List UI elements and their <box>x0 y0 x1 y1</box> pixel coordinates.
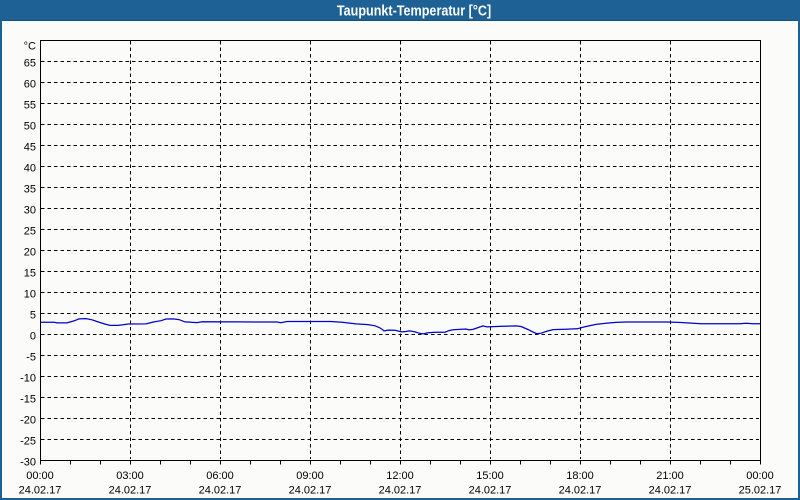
svg-text:Taupunkt-Temperatur [°C]: Taupunkt-Temperatur [°C] <box>337 1 491 18</box>
svg-text:-5: -5 <box>26 352 36 364</box>
svg-text:25: 25 <box>24 226 36 238</box>
svg-text:0: 0 <box>30 331 36 343</box>
svg-text:21:00: 21:00 <box>656 470 684 482</box>
svg-text:-15: -15 <box>20 394 36 406</box>
svg-text:15:00: 15:00 <box>476 470 504 482</box>
svg-text:06:00: 06:00 <box>206 470 234 482</box>
svg-text:55: 55 <box>24 100 36 112</box>
svg-text:24.02.17: 24.02.17 <box>469 484 512 496</box>
svg-text:-30: -30 <box>20 457 36 469</box>
svg-text:24.02.17: 24.02.17 <box>289 484 332 496</box>
svg-text:°C: °C <box>24 40 36 52</box>
svg-text:00:00: 00:00 <box>746 470 774 482</box>
svg-text:40: 40 <box>24 163 36 175</box>
svg-text:45: 45 <box>24 142 36 154</box>
svg-text:30: 30 <box>24 205 36 217</box>
svg-text:25.02.17: 25.02.17 <box>739 484 782 496</box>
svg-text:24.02.17: 24.02.17 <box>19 484 62 496</box>
svg-text:-20: -20 <box>20 415 36 427</box>
svg-text:03:00: 03:00 <box>116 470 144 482</box>
svg-text:18:00: 18:00 <box>566 470 594 482</box>
svg-text:65: 65 <box>24 58 36 70</box>
svg-text:24.02.17: 24.02.17 <box>379 484 422 496</box>
svg-text:24.02.17: 24.02.17 <box>109 484 152 496</box>
svg-text:00:00: 00:00 <box>26 470 54 482</box>
svg-text:09:00: 09:00 <box>296 470 324 482</box>
svg-text:5: 5 <box>30 310 36 322</box>
svg-text:20: 20 <box>24 247 36 259</box>
svg-text:15: 15 <box>24 268 36 280</box>
svg-text:60: 60 <box>24 79 36 91</box>
svg-text:12:00: 12:00 <box>386 470 414 482</box>
svg-text:35: 35 <box>24 184 36 196</box>
svg-text:-25: -25 <box>20 436 36 448</box>
svg-text:24.02.17: 24.02.17 <box>649 484 692 496</box>
svg-text:-10: -10 <box>20 373 36 385</box>
svg-text:24.02.17: 24.02.17 <box>199 484 242 496</box>
svg-text:50: 50 <box>24 121 36 133</box>
svg-text:10: 10 <box>24 289 36 301</box>
svg-text:24.02.17: 24.02.17 <box>559 484 602 496</box>
